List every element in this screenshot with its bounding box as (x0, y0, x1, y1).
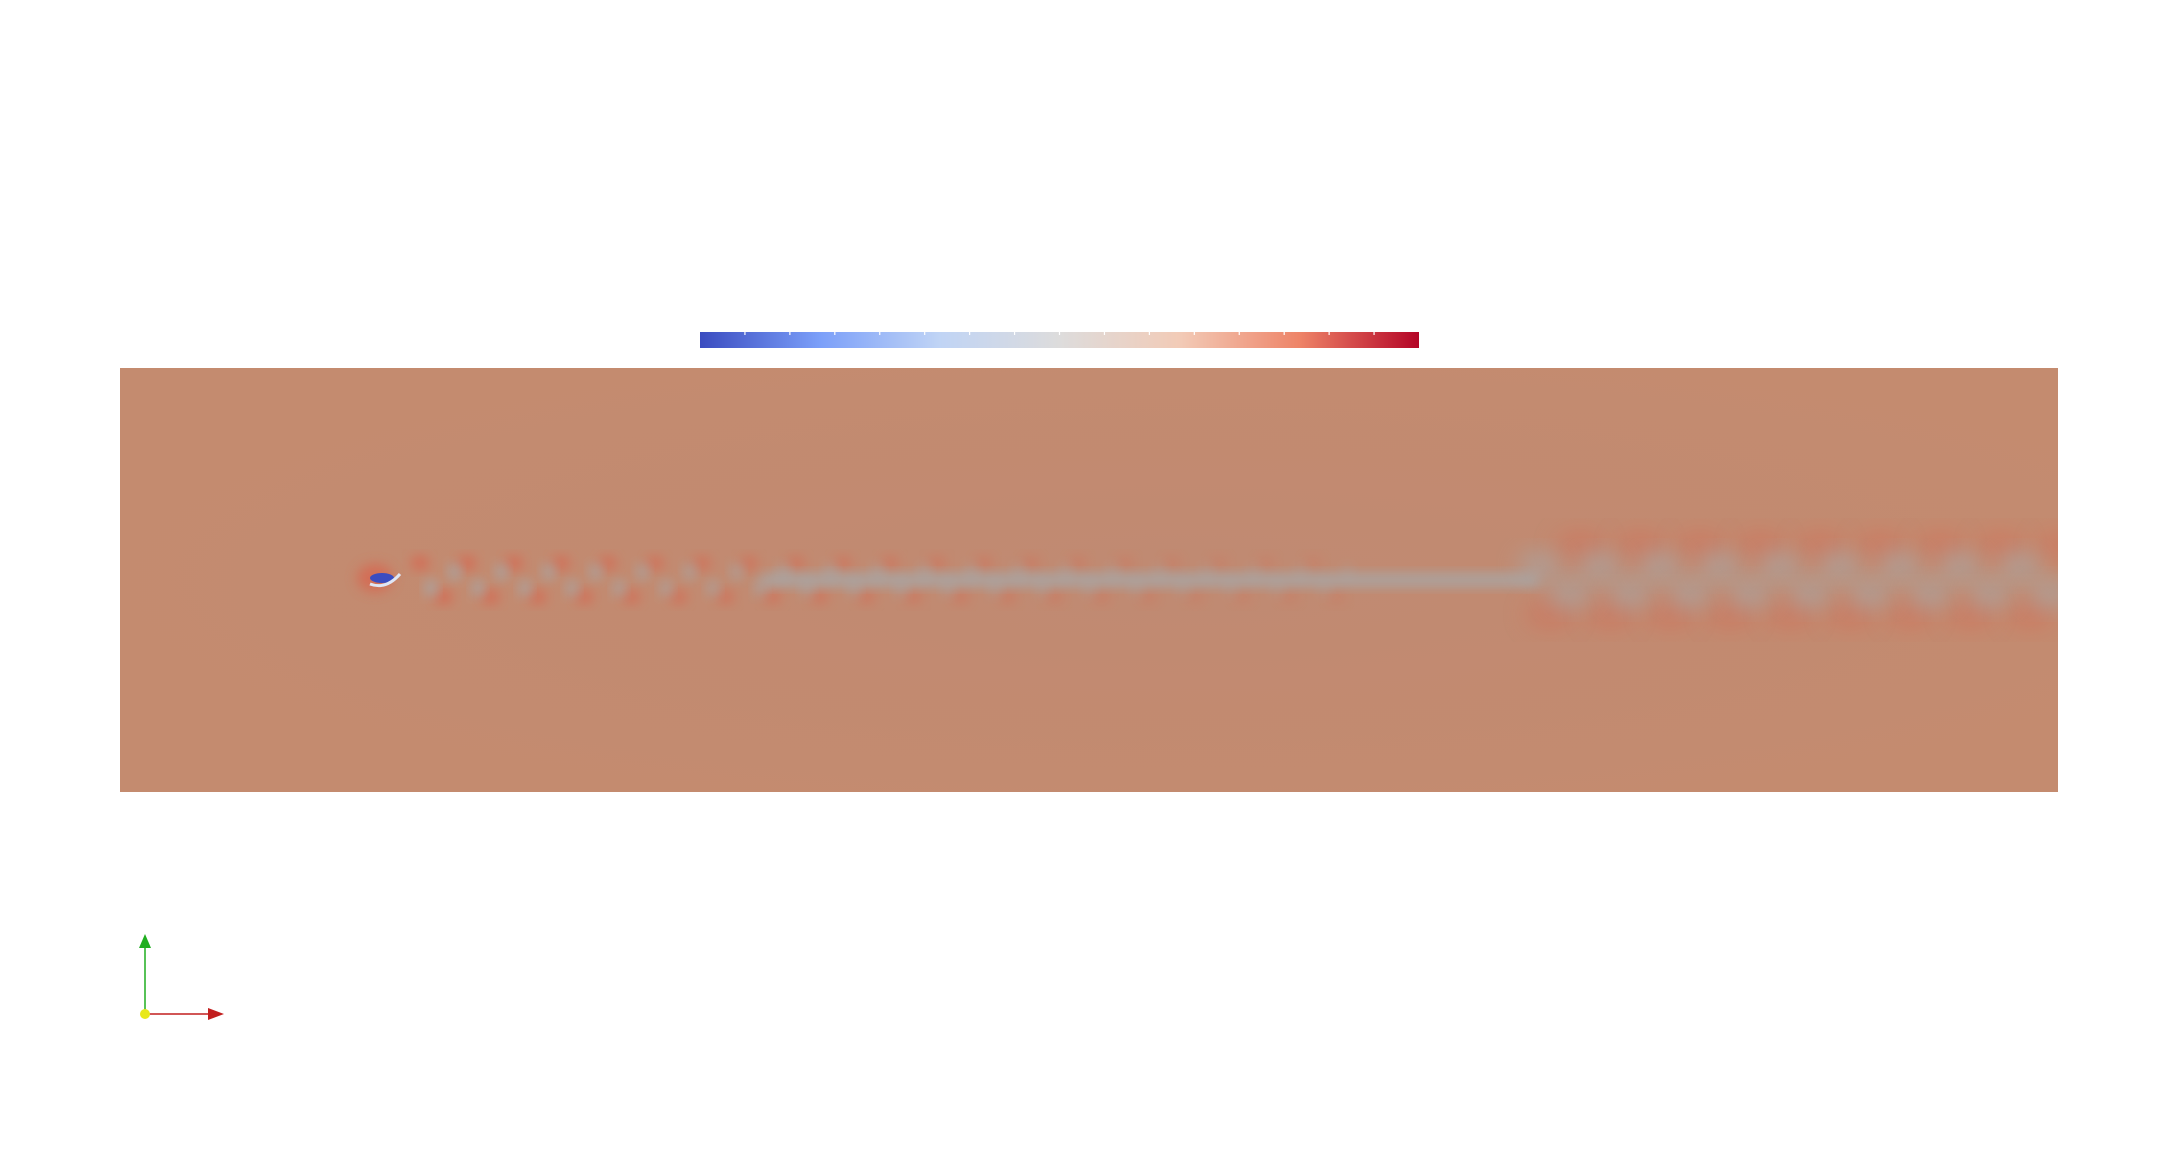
vortex-lobe (1210, 556, 1228, 570)
scalar-colorbar (700, 332, 1419, 348)
wake-blob (519, 580, 531, 596)
vortex-lobe (975, 556, 993, 570)
vortex-lobe (1069, 556, 1087, 570)
vortex-lobe (1233, 590, 1252, 604)
wake-blob (542, 564, 555, 580)
colorbar-gradient (700, 332, 1419, 348)
wake-band (425, 552, 2058, 608)
vortex-lobe (904, 590, 923, 604)
wake-blob (613, 580, 625, 596)
wake-blob (589, 564, 602, 580)
vortex-lobe (834, 556, 852, 570)
far-wake-blob (1698, 552, 1742, 580)
wake-blob (448, 564, 461, 580)
vortex-lobe (763, 590, 782, 604)
far-wake-blob (1608, 580, 1652, 608)
vortex-lobe (1304, 556, 1322, 570)
vortex-lobe (1280, 590, 1299, 604)
far-wake-blob (1518, 552, 1562, 580)
y-axis-arrow-icon (139, 934, 151, 948)
wake-blob (495, 564, 508, 580)
vortex-lobe (1092, 590, 1111, 604)
colorbar-ticks (744, 332, 1375, 335)
far-wake-blob (2028, 580, 2058, 608)
vortex-lobe (881, 556, 899, 570)
vortex-lobe (528, 590, 547, 604)
vortex-lobe (458, 556, 476, 570)
far-wake-blob (1728, 580, 1772, 608)
vortex-lobe (857, 590, 876, 604)
wake-blob (425, 580, 437, 596)
far-wake-blob (1788, 580, 1832, 608)
axes-origin-icon (140, 1009, 150, 1019)
vortex-lobe (810, 590, 829, 604)
orientation-axes (139, 934, 224, 1020)
shedding-core (370, 573, 394, 583)
far-wake-blob (1938, 552, 1982, 580)
vortex-lobe (716, 590, 735, 604)
vortex-lobe (1186, 590, 1205, 604)
vortex-lobe (622, 590, 641, 604)
far-wake-blob (1758, 552, 1802, 580)
vortex-lobe (411, 556, 429, 570)
cylinder-body (357, 564, 402, 592)
far-wake-blob (1848, 580, 1892, 608)
vortex-lobe (951, 590, 970, 604)
wake-blob (566, 580, 578, 596)
vortex-lobe (693, 556, 711, 570)
far-wake-blob (1668, 580, 1712, 608)
vortex-lobe (599, 556, 617, 570)
wake-blob (636, 564, 649, 580)
vortex-lobe (1327, 590, 1346, 604)
far-wake-lobe (2036, 532, 2058, 560)
wake-blob (683, 564, 696, 580)
vortex-lobe (505, 556, 523, 570)
wake-blob (707, 580, 719, 596)
far-wake-blob (1578, 552, 1622, 580)
vortex-lobe (928, 556, 946, 570)
far-wake-blob (1968, 580, 2012, 608)
vortex-lobe (1257, 556, 1275, 570)
vortex-lobe (552, 556, 570, 570)
vortex-lobe (1116, 556, 1134, 570)
vortex-lobe (1163, 556, 1181, 570)
far-wake-blob (1878, 552, 1922, 580)
vortex-lobe (787, 556, 805, 570)
vortex-lobe (481, 590, 500, 604)
far-wake-blob (1638, 552, 1682, 580)
vortex-lobe (434, 590, 453, 604)
wake-blob (472, 580, 484, 596)
vortex-lobe (1045, 590, 1064, 604)
vortex-lobe (646, 556, 664, 570)
far-wake-blob (1818, 552, 1862, 580)
flow-field-plot[interactable] (120, 368, 2058, 792)
vortex-lobe (575, 590, 594, 604)
vortex-lobe (998, 590, 1017, 604)
x-axis-arrow-icon (208, 1008, 224, 1020)
far-wake-blob (1548, 580, 1592, 608)
far-wake-blob (1998, 552, 2042, 580)
far-wake-blob (1908, 580, 1952, 608)
vortex-lobe (1022, 556, 1040, 570)
wake-blob (730, 564, 743, 580)
vortex-lobe (740, 556, 758, 570)
wake-band-core (760, 573, 1540, 587)
vortex-lobe (1139, 590, 1158, 604)
vortex-lobe (669, 590, 688, 604)
wake-blob (660, 580, 672, 596)
shear-layer (369, 572, 402, 588)
